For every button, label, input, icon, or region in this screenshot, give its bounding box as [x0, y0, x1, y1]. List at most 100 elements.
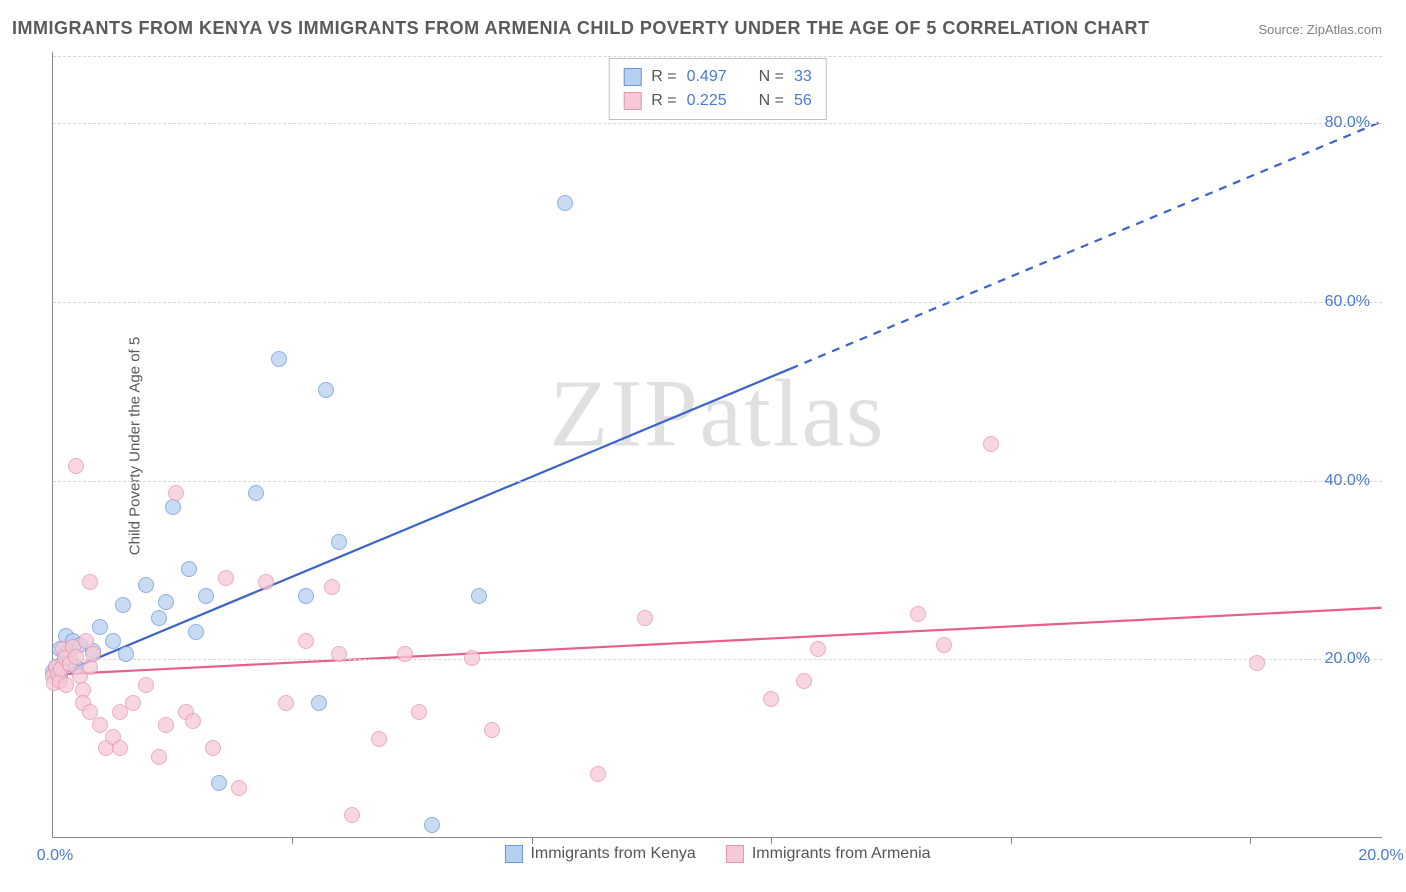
- data-point-armenia: [185, 713, 201, 729]
- data-point-kenya: [557, 195, 573, 211]
- data-point-armenia: [125, 695, 141, 711]
- legend-item-kenya: Immigrants from Kenya: [504, 845, 695, 863]
- data-point-kenya: [92, 619, 108, 635]
- trend-lines-svg: [53, 52, 1382, 837]
- data-point-armenia: [763, 691, 779, 707]
- y-tick-label: 60.0%: [1325, 293, 1370, 311]
- data-point-armenia: [810, 641, 826, 657]
- data-point-armenia: [1249, 655, 1265, 671]
- data-point-armenia: [910, 606, 926, 622]
- source-attribution: Source: ZipAtlas.com: [1258, 22, 1382, 37]
- data-point-armenia: [168, 485, 184, 501]
- stat-n-label: N =: [759, 65, 784, 89]
- x-minor-tick: [1250, 837, 1251, 844]
- data-point-kenya: [151, 610, 167, 626]
- scatter-plot: ZIPatlas R =0.497N =33R =0.225N =56 Immi…: [52, 52, 1382, 838]
- data-point-armenia: [484, 722, 500, 738]
- stats-row-armenia: R = 0.225 N = 56: [623, 89, 812, 113]
- stat-r-value: 0.225: [687, 89, 727, 113]
- data-point-armenia: [158, 717, 174, 733]
- y-tick-label: 20.0%: [1325, 650, 1370, 668]
- legend-label-kenya: Immigrants from Kenya: [530, 845, 695, 863]
- data-point-kenya: [105, 633, 121, 649]
- data-point-armenia: [371, 731, 387, 747]
- data-point-armenia: [278, 695, 294, 711]
- y-tick-label: 40.0%: [1325, 472, 1370, 490]
- data-point-armenia: [85, 646, 101, 662]
- data-point-armenia: [331, 646, 347, 662]
- data-point-kenya: [248, 485, 264, 501]
- data-point-armenia: [936, 637, 952, 653]
- data-point-armenia: [218, 570, 234, 586]
- data-point-armenia: [637, 610, 653, 626]
- gridline-h: [53, 123, 1382, 124]
- data-point-armenia: [298, 633, 314, 649]
- data-point-armenia: [112, 740, 128, 756]
- legend-swatch-armenia: [726, 845, 744, 863]
- x-tick-label: 20.0%: [1358, 847, 1403, 865]
- data-point-armenia: [82, 574, 98, 590]
- data-point-kenya: [115, 597, 131, 613]
- data-point-armenia: [464, 650, 480, 666]
- x-minor-tick: [292, 837, 293, 844]
- x-tick-label: 0.0%: [37, 847, 73, 865]
- stats-legend: R = 0.497 N = 33 R = 0.225 N = 56: [608, 58, 827, 120]
- data-point-kenya: [318, 382, 334, 398]
- data-point-armenia: [151, 749, 167, 765]
- data-point-armenia: [796, 673, 812, 689]
- data-point-kenya: [211, 775, 227, 791]
- trendline-dash-kenya: [791, 122, 1382, 369]
- gridline-h: [53, 659, 1382, 660]
- legend-swatch-kenya: [623, 68, 641, 86]
- data-point-kenya: [298, 588, 314, 604]
- data-point-kenya: [118, 646, 134, 662]
- legend-item-armenia: Immigrants from Armenia: [726, 845, 931, 863]
- data-point-kenya: [198, 588, 214, 604]
- stat-n-value: 33: [794, 65, 812, 89]
- data-point-armenia: [590, 766, 606, 782]
- watermark-text: ZIPatlas: [550, 358, 886, 469]
- stat-r-label: R =: [651, 65, 676, 89]
- data-point-armenia: [205, 740, 221, 756]
- data-point-armenia: [344, 807, 360, 823]
- data-point-armenia: [138, 677, 154, 693]
- stat-r-value: 0.497: [687, 65, 727, 89]
- data-point-armenia: [231, 780, 247, 796]
- stat-n-value: 56: [794, 89, 812, 113]
- data-point-armenia: [258, 574, 274, 590]
- stats-row-kenya: R = 0.497 N = 33: [623, 65, 812, 89]
- y-tick-label: 80.0%: [1325, 114, 1370, 132]
- x-minor-tick: [532, 837, 533, 844]
- data-point-kenya: [181, 561, 197, 577]
- data-point-armenia: [397, 646, 413, 662]
- chart-title: IMMIGRANTS FROM KENYA VS IMMIGRANTS FROM…: [12, 18, 1150, 39]
- data-point-kenya: [188, 624, 204, 640]
- data-point-kenya: [138, 577, 154, 593]
- x-minor-tick: [771, 837, 772, 844]
- data-point-armenia: [68, 458, 84, 474]
- gridline-h: [53, 56, 1382, 57]
- data-point-armenia: [324, 579, 340, 595]
- data-point-kenya: [471, 588, 487, 604]
- data-point-kenya: [331, 534, 347, 550]
- data-point-armenia: [983, 436, 999, 452]
- trendline-kenya: [53, 369, 790, 677]
- trendline-armenia: [53, 608, 1381, 675]
- data-point-armenia: [82, 659, 98, 675]
- x-minor-tick: [1011, 837, 1012, 844]
- data-point-kenya: [271, 351, 287, 367]
- source-label: Source:: [1258, 22, 1306, 37]
- data-point-kenya: [158, 594, 174, 610]
- gridline-h: [53, 302, 1382, 303]
- gridline-h: [53, 481, 1382, 482]
- data-point-armenia: [411, 704, 427, 720]
- legend-label-armenia: Immigrants from Armenia: [752, 845, 931, 863]
- data-point-armenia: [92, 717, 108, 733]
- data-point-kenya: [165, 499, 181, 515]
- data-point-kenya: [424, 817, 440, 833]
- legend-swatch-kenya: [504, 845, 522, 863]
- source-name: ZipAtlas.com: [1307, 22, 1382, 37]
- stat-n-label: N =: [759, 89, 784, 113]
- stat-r-label: R =: [651, 89, 676, 113]
- series-legend: Immigrants from Kenya Immigrants from Arm…: [504, 845, 930, 863]
